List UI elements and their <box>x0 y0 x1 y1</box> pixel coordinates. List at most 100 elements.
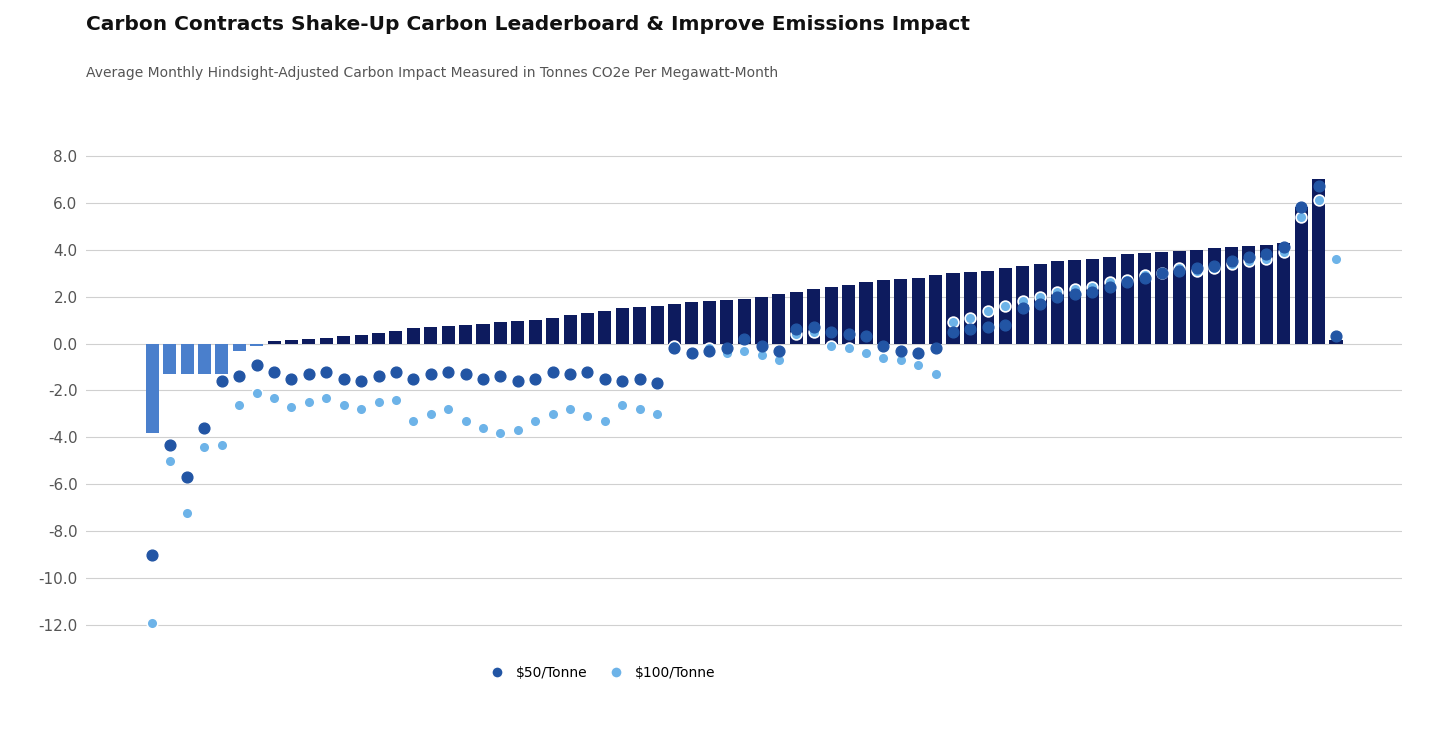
Bar <box>1138 253 1151 344</box>
$50/Tonne <box>558 368 581 380</box>
$100/Tonne <box>594 415 617 427</box>
$100/Tonne <box>489 427 512 439</box>
$100/Tonne <box>176 506 199 518</box>
$100/Tonne <box>228 399 250 410</box>
$50/Tonne <box>820 326 843 338</box>
$100/Tonne <box>976 305 999 316</box>
Bar <box>841 285 856 344</box>
Bar <box>459 324 472 344</box>
Bar <box>807 289 820 344</box>
$100/Tonne <box>871 352 894 363</box>
Bar <box>912 277 924 344</box>
$100/Tonne <box>368 396 391 408</box>
$50/Tonne <box>784 324 807 335</box>
$100/Tonne <box>993 300 1016 312</box>
$100/Tonne <box>1029 291 1052 302</box>
$100/Tonne <box>1238 255 1261 267</box>
Bar <box>1225 247 1238 344</box>
Bar <box>163 344 176 374</box>
Bar <box>946 273 960 344</box>
Bar <box>302 339 315 344</box>
$50/Tonne <box>472 373 495 385</box>
$100/Tonne <box>280 401 303 413</box>
Text: Carbon Contracts Shake-Up Carbon Leaderboard & Improve Emissions Impact: Carbon Contracts Shake-Up Carbon Leaderb… <box>86 15 970 34</box>
$100/Tonne <box>767 354 790 366</box>
$50/Tonne <box>1012 302 1035 314</box>
$50/Tonne <box>210 375 233 387</box>
$100/Tonne <box>1012 295 1035 307</box>
$100/Tonne <box>663 340 685 352</box>
Bar <box>268 341 280 344</box>
$50/Tonne <box>1168 265 1191 277</box>
$100/Tonne <box>924 368 947 380</box>
$100/Tonne <box>1289 211 1312 222</box>
$50/Tonne <box>907 347 930 359</box>
$50/Tonne <box>507 375 529 387</box>
$50/Tonne <box>854 330 877 342</box>
Bar <box>615 308 628 344</box>
$50/Tonne <box>385 366 408 377</box>
Bar <box>1016 266 1029 344</box>
$50/Tonne <box>959 324 982 335</box>
$100/Tonne <box>507 424 529 436</box>
$100/Tonne <box>942 316 964 328</box>
$100/Tonne <box>472 422 495 434</box>
$50/Tonne <box>750 340 773 352</box>
Bar <box>877 280 890 344</box>
Bar <box>215 344 229 374</box>
$100/Tonne <box>1046 286 1069 298</box>
Bar <box>1329 340 1342 344</box>
$100/Tonne <box>1098 277 1120 288</box>
$100/Tonne <box>577 410 600 422</box>
Bar <box>424 327 438 344</box>
$50/Tonne <box>993 319 1016 330</box>
Bar <box>180 344 193 374</box>
Bar <box>894 279 907 344</box>
Bar <box>1120 254 1133 344</box>
$50/Tonne <box>577 366 600 377</box>
Bar <box>1033 264 1046 344</box>
$50/Tonne <box>628 373 651 385</box>
Bar <box>737 299 751 344</box>
Bar <box>982 271 995 344</box>
Bar <box>581 313 594 344</box>
$50/Tonne <box>924 342 947 354</box>
$100/Tonne <box>1080 281 1103 293</box>
$100/Tonne <box>419 408 442 420</box>
$50/Tonne <box>698 345 721 357</box>
$50/Tonne <box>1255 248 1278 260</box>
$100/Tonne <box>558 404 581 415</box>
$100/Tonne <box>140 617 163 629</box>
$50/Tonne <box>1202 260 1225 272</box>
$50/Tonne <box>402 373 425 385</box>
Bar <box>197 344 210 374</box>
$50/Tonne <box>1221 255 1244 267</box>
Bar <box>528 320 542 344</box>
$100/Tonne <box>1221 258 1244 269</box>
$50/Tonne <box>263 366 286 377</box>
Legend: $50/Tonne, $100/Tonne: $50/Tonne, $100/Tonne <box>478 661 721 686</box>
$50/Tonne <box>489 371 512 382</box>
$50/Tonne <box>1080 286 1103 298</box>
Bar <box>477 324 489 344</box>
$50/Tonne <box>1116 277 1139 288</box>
Bar <box>233 344 246 351</box>
$100/Tonne <box>402 415 425 427</box>
Bar <box>703 301 716 344</box>
$50/Tonne <box>889 345 912 357</box>
$50/Tonne <box>541 366 564 377</box>
Bar <box>250 344 263 346</box>
Bar <box>1278 242 1291 344</box>
$100/Tonne <box>1307 195 1329 206</box>
$100/Tonne <box>1133 269 1156 281</box>
Bar <box>1259 245 1274 344</box>
$100/Tonne <box>454 415 477 427</box>
Bar <box>860 283 873 344</box>
Bar <box>1191 250 1203 344</box>
Bar <box>929 275 942 344</box>
$50/Tonne <box>228 371 250 382</box>
$100/Tonne <box>1151 267 1173 279</box>
$100/Tonne <box>681 347 704 359</box>
$100/Tonne <box>541 408 564 420</box>
$100/Tonne <box>784 328 807 340</box>
